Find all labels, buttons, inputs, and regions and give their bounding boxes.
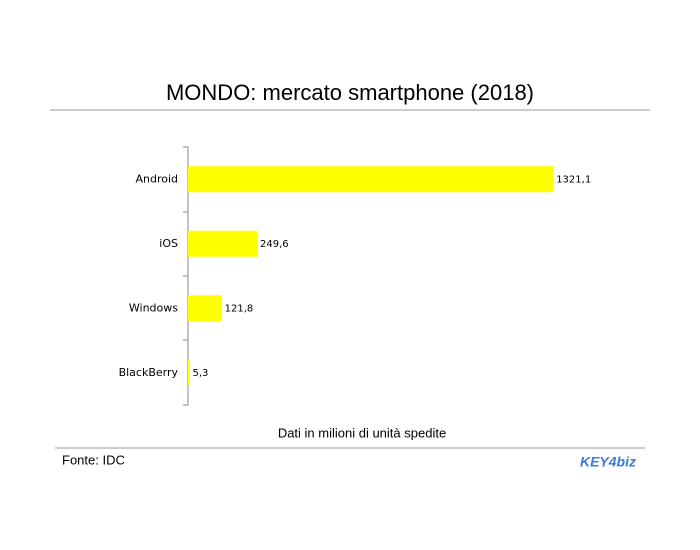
y-tick-label: BlackBerry	[119, 366, 179, 379]
bar	[188, 166, 554, 193]
value-label: 1321,1	[556, 174, 591, 185]
logo: KEY4biz	[580, 454, 636, 470]
bar	[188, 230, 257, 257]
y-tick-label: Windows	[129, 301, 178, 314]
source: Fonte: IDC	[62, 452, 125, 467]
value-label: 121,8	[225, 303, 254, 314]
bar	[188, 295, 222, 322]
y-tick-label: Android	[135, 172, 178, 185]
value-label: 249,6	[260, 239, 289, 250]
category-ticks	[183, 146, 188, 406]
y-tick-label: iOS	[159, 237, 178, 250]
value-label: 5,3	[192, 368, 208, 379]
chart-title: MONDO: mercato smartphone (2018)	[166, 80, 534, 105]
x-axis-label: Dati in milioni di unità spedite	[278, 425, 446, 440]
bar	[188, 359, 190, 386]
